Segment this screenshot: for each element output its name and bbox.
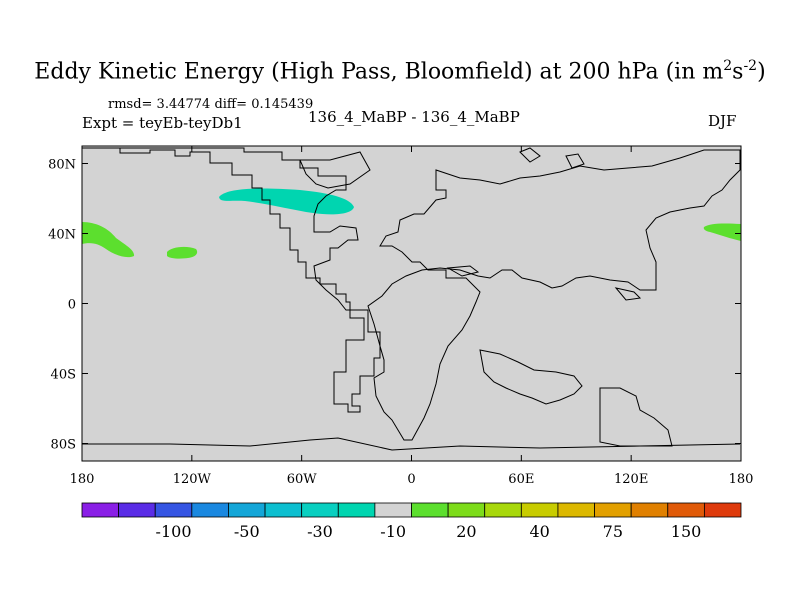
colorbar-label: -10	[380, 522, 406, 541]
x-tick-label: 60W	[287, 472, 318, 487]
x-tick-label: 180	[70, 472, 95, 487]
y-tick-label: 0	[68, 298, 76, 313]
expt-text: Expt = teyEb-teyDb1	[82, 114, 243, 132]
colorbar-swatch	[557, 502, 595, 518]
colorbar-swatch	[594, 502, 632, 518]
colorbar-swatch	[118, 502, 156, 518]
coastline-10	[446, 265, 480, 277]
title-text: Eddy Kinetic Energy (High Pass, Bloomfie…	[34, 59, 724, 85]
y-tick-label: 40N	[48, 228, 76, 243]
colorbar: -100 -50 -30 -10 20 40 75 150	[81, 502, 742, 541]
colorbar-label: 150	[671, 522, 702, 541]
title-unit-sup1: 2	[723, 58, 733, 74]
colorbar-swatch	[154, 502, 193, 518]
anomaly-fills	[82, 188, 741, 259]
season-label: DJF	[708, 112, 737, 130]
coastline-6	[479, 349, 583, 405]
colorbar-label: 20	[456, 522, 476, 541]
coastline-2	[299, 151, 371, 189]
colorbar-label: -100	[156, 522, 192, 541]
case-text: 136_4_MaBP - 136_4_MaBP	[308, 108, 520, 126]
y-tick-label: 80N	[48, 158, 76, 173]
colorbar-swatch	[374, 502, 412, 518]
coastline-1	[82, 147, 381, 413]
coastline-9	[614, 287, 642, 301]
colorbar-swatch	[667, 502, 705, 518]
colorbar-swatch	[81, 502, 120, 518]
coastline-3	[367, 149, 741, 441]
colorbar-label: -30	[307, 522, 333, 541]
colorbar-swatch	[191, 502, 229, 518]
x-tick-label: 120E	[614, 472, 648, 487]
x-tick-label: 180	[729, 472, 754, 487]
axes: 180 120W 60W 0 60E 120E 180 80N 40N 0 40S 80S	[48, 146, 753, 487]
colorbar-label: -50	[234, 522, 260, 541]
colorbar-swatch	[228, 502, 266, 518]
colorbar-swatch	[301, 502, 339, 518]
anomaly-west-pacific-positive	[703, 223, 741, 241]
plot-area	[82, 146, 741, 461]
colorbar-label: 75	[603, 522, 623, 541]
title-close: )	[757, 59, 766, 85]
colorbar-swatch	[484, 502, 522, 518]
field-background	[82, 146, 741, 461]
x-tick-label: 0	[407, 472, 415, 487]
colorbar-swatch	[630, 502, 669, 518]
colorbar-swatch	[337, 502, 376, 518]
anomaly-north-america-negative	[219, 188, 354, 215]
x-tick-label: 60E	[508, 472, 534, 487]
anomaly-east-pacific-positive	[82, 222, 135, 258]
anomaly-central-pacific-positive	[167, 246, 198, 259]
title-unit-sup2: -2	[743, 58, 758, 74]
coastline-4	[599, 387, 673, 447]
colorbar-swatch	[447, 502, 486, 518]
colorbar-swatch	[520, 502, 559, 518]
colorbar-swatch	[264, 502, 303, 518]
coastline-7	[519, 147, 541, 163]
colorbar-swatch	[703, 502, 742, 518]
x-tick-label: 120W	[173, 472, 212, 487]
colorbar-label: 40	[529, 522, 549, 541]
rmsd-text: rmsd= 3.44774 diff= 0.145439	[108, 97, 314, 112]
y-tick-label: 80S	[51, 438, 76, 453]
coastlines	[82, 147, 741, 451]
title-unit-s: s	[732, 59, 744, 85]
colorbar-swatch	[411, 502, 449, 518]
coastline-8	[565, 153, 585, 169]
coastline-5	[82, 437, 741, 451]
chart-title: Eddy Kinetic Energy (High Pass, Bloomfie…	[0, 58, 800, 84]
y-tick-label: 40S	[51, 368, 76, 383]
